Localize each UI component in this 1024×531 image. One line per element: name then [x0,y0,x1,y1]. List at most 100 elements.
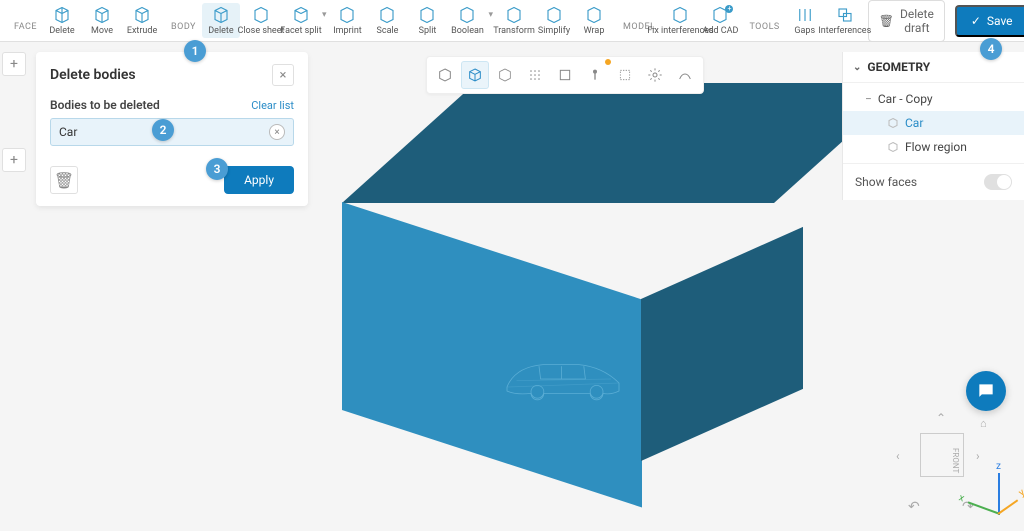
tool-label: Close sheet [238,26,285,36]
box-top-face [342,83,907,203]
nav-left[interactable]: ‹ [896,449,900,463]
tree-root-item[interactable]: −Car - Copy [843,87,1024,111]
nav-up[interactable]: ⌃ [936,411,946,425]
group-tools-label: TOOLS [749,0,779,32]
cube-icon [670,5,690,25]
face-extrude-tool[interactable]: Extrude [123,3,161,38]
tool-label: Delete [49,26,74,36]
body-imprint-tool[interactable]: Imprint [328,3,366,38]
nav-right[interactable]: › [976,449,980,463]
tool-label: Split [419,26,437,36]
cube-icon [887,141,899,153]
group-body-label: BODY [171,0,196,32]
view-mode-transparent[interactable] [491,61,519,89]
tree-root-label: Car - Copy [878,92,933,106]
tool-label: Boolean [451,26,484,36]
trash-icon: 🗑 [54,171,74,190]
cube-icon [251,5,271,25]
cube-icon [457,5,477,25]
view-mode-wire[interactable] [461,61,489,89]
stack-icon [835,5,855,25]
body-close-sheet-tool[interactable]: Close sheet [242,3,280,38]
rotate-left[interactable]: ↶ [908,499,920,515]
body-split-tool[interactable]: Split [408,3,446,38]
axis-z [998,473,1000,515]
show-faces-label: Show faces [855,175,917,189]
tree-item-car[interactable]: Car [843,111,1024,135]
bodies-label: Bodies to be deleted [50,98,160,112]
delete-draft-label: Delete draft [900,7,934,35]
body-delete-tool[interactable]: Delete [202,3,240,38]
apply-button[interactable]: Apply [224,166,294,194]
tree-item-flow-region[interactable]: Flow region [843,135,1024,159]
body-transform-tool[interactable]: Transform [495,3,533,38]
cube-icon [504,5,524,25]
chat-fab-button[interactable] [966,371,1006,411]
cube-icon [377,5,397,25]
delete-draft-button[interactable]: 🗑 Delete draft [868,0,945,42]
tool-label: Extrude [127,26,157,36]
view-select-box[interactable] [611,61,639,89]
step-badge-1: 1 [184,40,206,62]
panel-trash-button[interactable]: 🗑 [50,166,78,194]
body-facet-split-tool[interactable]: Facet split [282,3,320,38]
body-scale-tool[interactable]: Scale [368,3,406,38]
tool-label: Transform [493,26,535,36]
bars-icon [795,5,815,25]
cube-icon [92,5,112,25]
body-boolean-tool[interactable]: Boolean [448,3,486,38]
group-face-label: FACE [14,0,37,32]
trash-icon: 🗑 [879,14,894,28]
cube-icon [417,5,437,25]
chevron-down-icon[interactable]: ▾ [322,11,327,31]
remove-entry-button[interactable]: × [269,124,285,140]
view-measure[interactable] [671,61,699,89]
tool-label: Imprint [333,26,362,36]
show-faces-row: Show faces [843,163,1024,200]
view-probe[interactable] [581,61,609,89]
body-simplify-tool[interactable]: Simplify [535,3,573,38]
geometry-tree: −Car - Copy Car Flow region [843,83,1024,163]
axis-y [997,499,1018,514]
body-wrap-tool[interactable]: Wrap [575,3,613,38]
step-badge-4: 4 [980,38,1002,60]
model-add-cad-tool[interactable]: + Add CAD [701,3,739,38]
viewport-toolbar [426,56,704,94]
tree-item-label: Flow region [905,140,967,154]
tool-label: Add CAD [703,26,739,36]
tool-label: Simplify [538,26,570,36]
view-settings[interactable] [641,61,669,89]
step-badge-2: 2 [152,119,174,141]
tools-interferences-tool[interactable]: Interferences [826,3,864,38]
view-mode-box[interactable] [551,61,579,89]
box-side-face [641,227,803,461]
view-mode-points[interactable] [521,61,549,89]
axes-gizmo [958,465,1018,525]
step-badge-3: 3 [206,158,228,180]
cube-icon [544,5,564,25]
cube-icon [132,5,152,25]
probe-indicator-icon [605,59,611,65]
top-toolbar: FACE Delete Move Extrude BODY Delete Clo… [0,0,1024,42]
panel-title: Delete bodies [50,67,136,83]
face-move-tool[interactable]: Move [83,3,121,38]
minus-icon: − [865,92,872,106]
geometry-title: GEOMETRY [867,60,930,74]
tree-item-label: Car [905,116,923,130]
tool-label: Wrap [584,26,605,36]
view-mode-solid[interactable] [431,61,459,89]
plus-badge-icon: + [725,5,733,13]
cube-icon [584,5,604,25]
nav-home[interactable]: ⌂ [980,417,987,430]
show-faces-toggle[interactable] [984,174,1012,190]
face-delete-tool[interactable]: Delete [43,3,81,38]
panel-close-button[interactable]: × [272,64,294,86]
clear-list-link[interactable]: Clear list [251,99,294,112]
tool-label: Move [91,26,113,36]
check-icon: ✓ [971,14,981,28]
cube-icon [211,5,231,25]
save-button[interactable]: ✓ Save [955,5,1024,37]
save-label: Save [987,14,1013,28]
car-wireframe [498,347,628,403]
model-fix-interferences-tool[interactable]: Fix interferences [661,3,699,38]
